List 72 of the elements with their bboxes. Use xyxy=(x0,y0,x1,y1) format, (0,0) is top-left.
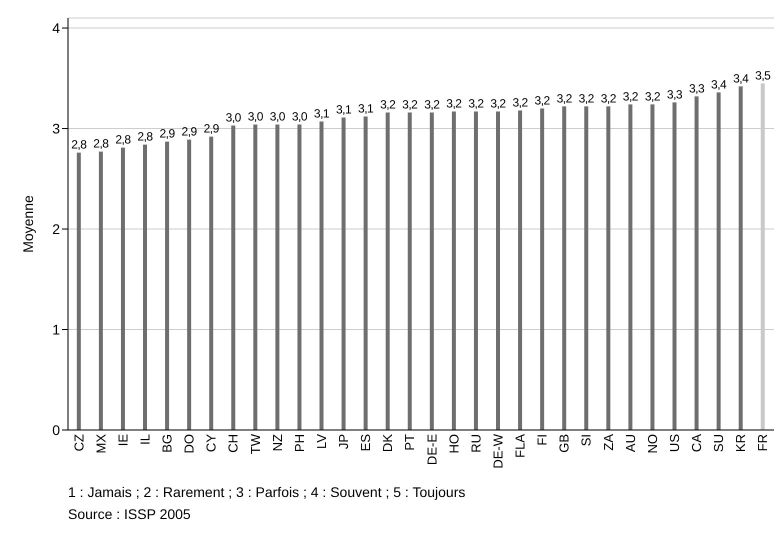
x-tick-label: TW xyxy=(248,433,263,454)
x-tick-label: IE xyxy=(115,434,130,446)
data-label: 3,1 xyxy=(336,102,352,116)
x-tick-label: FLA xyxy=(512,434,528,458)
x-tick-label: PT xyxy=(402,434,418,451)
data-label: 3,2 xyxy=(424,97,440,112)
data-label: 2,8 xyxy=(93,136,110,151)
data-label: 3,2 xyxy=(578,91,595,106)
data-label: 3,0 xyxy=(292,110,308,124)
data-label: 2,9 xyxy=(182,124,198,139)
data-label: 3,2 xyxy=(644,89,661,104)
text: 1 : Jamais ; 2 : Rarement ; 3 : Parfois ; 4 : Souvent ; 5 : Toujours xyxy=(68,484,466,500)
data-label: 3,2 xyxy=(380,97,396,112)
data-label: 3,0 xyxy=(248,110,264,124)
y-tick-label: 3 xyxy=(52,120,60,137)
x-tick-label: IL xyxy=(137,434,152,445)
x-tick-label: NZ xyxy=(270,434,285,452)
x-tick-label: AU xyxy=(622,434,638,452)
x-tick-label: LV xyxy=(314,434,329,449)
y-tick-label: 2 xyxy=(52,220,60,237)
x-tick-label: HO xyxy=(446,434,462,454)
x-tick-label: RU xyxy=(468,434,484,453)
x-tick-label: SI xyxy=(578,434,594,446)
x-tick-label: GB xyxy=(556,434,572,453)
data-label: 2,8 xyxy=(137,130,154,144)
data-label: 3,4 xyxy=(711,77,728,92)
x-tick-label: PH xyxy=(292,434,307,452)
data-label: 3,5 xyxy=(755,68,772,82)
data-label: 3,2 xyxy=(490,96,506,110)
x-tick-label: US xyxy=(666,434,682,452)
x-tick-label: FR xyxy=(755,434,770,452)
data-label: 3,2 xyxy=(556,91,573,106)
y-tick-label: 0 xyxy=(52,422,60,438)
data-label: 3,2 xyxy=(468,96,484,110)
data-label: 3,3 xyxy=(666,87,683,102)
data-label: 2,8 xyxy=(115,132,132,147)
data-label: 3,2 xyxy=(600,91,617,106)
y-axis-title: Moyenne xyxy=(20,194,36,253)
x-tick-label: CA xyxy=(689,434,704,452)
data-label: 3,3 xyxy=(688,81,705,96)
x-tick-label: CZ xyxy=(71,434,86,452)
x-tick-label: JP xyxy=(336,434,352,450)
data-label: 2,9 xyxy=(159,126,176,141)
data-label: 3,0 xyxy=(270,110,286,124)
x-tick-label: DE-E xyxy=(424,434,440,466)
data-label: 3,2 xyxy=(402,97,418,112)
x-tick-label: CH xyxy=(226,434,241,453)
x-tick-label: DE-W xyxy=(490,433,506,469)
x-tick-label: DK xyxy=(380,434,396,452)
x-tick-label: SU xyxy=(711,434,726,452)
y-tick-label: 1 xyxy=(52,321,60,338)
y-tick-label: 4 xyxy=(52,20,60,36)
data-label: 3,2 xyxy=(622,89,639,104)
x-tick-label: MX xyxy=(93,434,108,454)
x-tick-label: BG xyxy=(160,434,175,453)
x-tick-label: NO xyxy=(644,434,660,454)
x-tick-label: ES xyxy=(358,434,374,452)
x-tick-label: DO xyxy=(182,434,197,454)
data-label: 3,2 xyxy=(446,96,462,110)
data-label: 3,2 xyxy=(512,95,528,110)
x-tick-label: CY xyxy=(204,434,219,452)
x-tick-label: ZA xyxy=(600,434,616,451)
data-label: 3,2 xyxy=(534,93,551,108)
data-label: 3,0 xyxy=(226,110,242,125)
data-label: 2,9 xyxy=(204,122,220,136)
source-note: Source : ISSP 2005 xyxy=(68,506,192,522)
x-tick-label: KR xyxy=(733,434,748,452)
data-label: 2,8 xyxy=(71,138,88,152)
data-label: 3,1 xyxy=(358,101,374,116)
data-label: 3,4 xyxy=(733,71,750,86)
data-label: 3,1 xyxy=(314,106,330,120)
x-tick-label: FI xyxy=(534,434,550,446)
